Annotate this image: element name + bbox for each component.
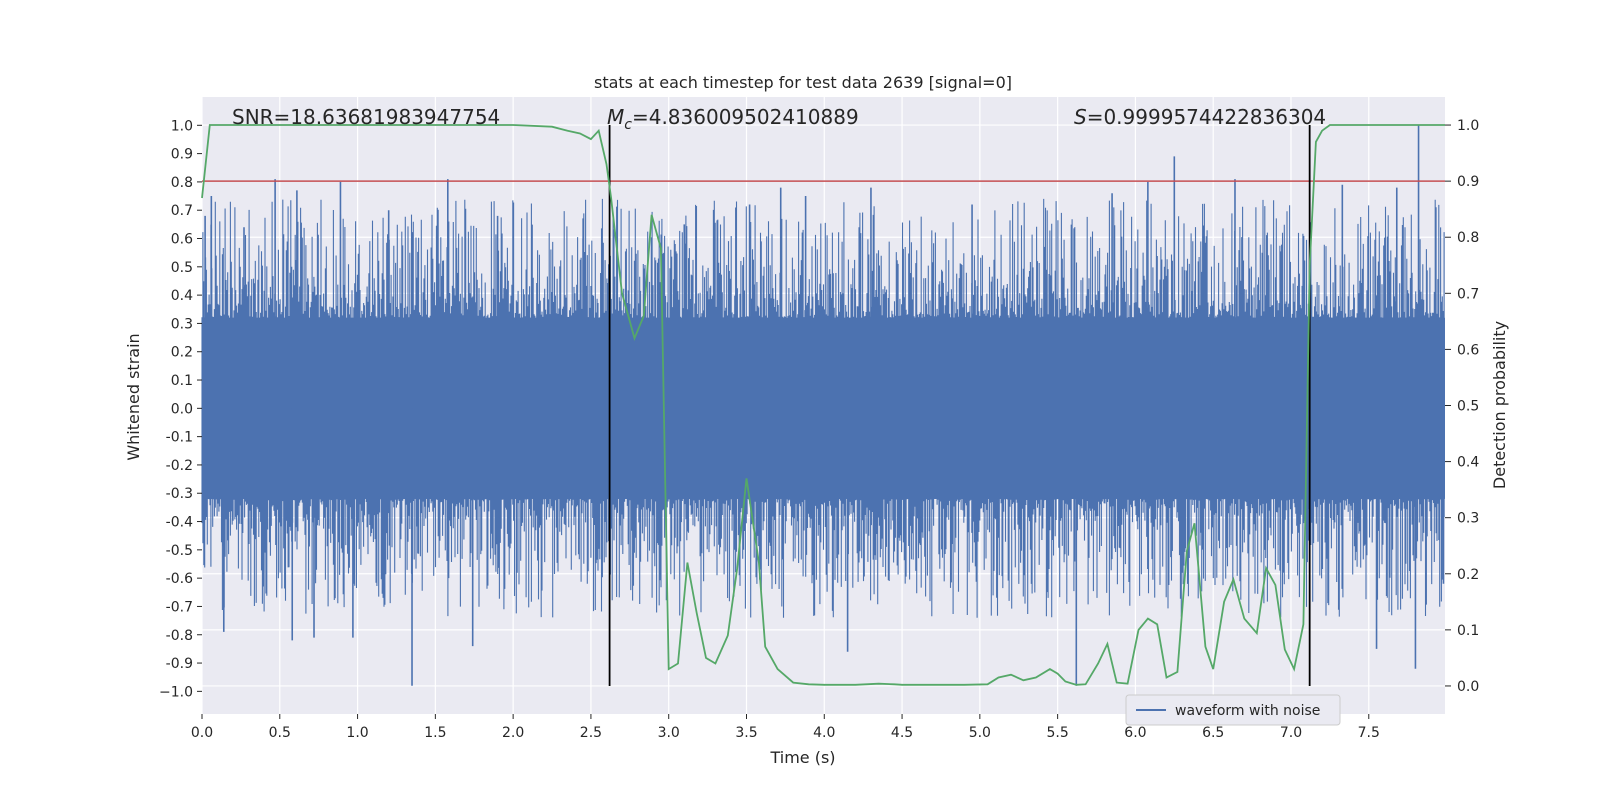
chart-title: stats at each timestep for test data 263…: [594, 73, 1012, 92]
s-symbol: S: [1074, 105, 1087, 129]
x-tick-label: 0.0: [191, 725, 213, 741]
y-tick-label: 0.2: [171, 345, 193, 361]
y-tick-label: -0.9: [166, 656, 193, 672]
right-y-axis-label: Detection probability: [1490, 321, 1509, 489]
y-tick-label: 0.0: [171, 401, 193, 417]
x-tick-label: 5.0: [969, 725, 991, 741]
right-y-axis-ticks: 1.0 0.9 0.8 0.7 0.6 0.5 0.4 0.3 0.2 0.1 0.0: [1445, 118, 1479, 695]
x-tick-label: 0.5: [269, 725, 291, 741]
x-tick-label: 6.0: [1124, 725, 1146, 741]
right-y-tick-label: 0.6: [1457, 342, 1479, 358]
x-tick-label: 3.5: [735, 725, 757, 741]
y-tick-label: 0.3: [171, 316, 193, 332]
right-y-tick-label: 0.4: [1457, 455, 1479, 471]
y-axis-ticks: 1.0 0.9 0.8 0.7 0.6 0.5 0.4 0.3 0.2 0.1 0.0 -0.1 -0.…: [159, 118, 202, 700]
s-annotation: S=0.9999574422836304: [1074, 105, 1326, 129]
right-y-tick-label: 1.0: [1457, 118, 1479, 134]
y-tick-label: 0.8: [171, 175, 193, 191]
x-tick-label: 7.5: [1358, 725, 1380, 741]
y-tick-label: 0.6: [171, 232, 193, 248]
snr-annotation: SNR=18.63681983947754: [232, 105, 500, 129]
y-tick-label: -0.5: [166, 543, 193, 559]
right-y-tick-label: 0.3: [1457, 511, 1479, 527]
marker-lines: [608, 125, 1311, 686]
x-tick-label: 1.5: [424, 725, 446, 741]
y-tick-label: 0.4: [171, 288, 193, 304]
right-y-tick-label: 0.8: [1457, 230, 1479, 246]
x-tick-label: 5.5: [1046, 725, 1068, 741]
detection-probability-line: [201, 124, 1445, 686]
right-y-tick-label: 0.2: [1457, 567, 1479, 583]
chirp-mass-symbol: M: [607, 105, 624, 129]
s-value: =0.9999574422836304: [1087, 105, 1326, 129]
y-tick-label: -0.7: [166, 599, 193, 615]
legend-label: waveform with noise: [1175, 703, 1320, 719]
y-tick-label: -0.2: [166, 458, 193, 474]
y-tick-label: -0.6: [166, 571, 193, 587]
right-y-tick-label: 0.9: [1457, 174, 1479, 190]
y-tick-label: -0.3: [166, 486, 193, 502]
x-axis-ticks: 0.0 0.5 1.0 1.5 2.0 2.5 3.0 3.5 4.0 4.5 5.0 5.5 6.0 6…: [191, 714, 1380, 741]
y-tick-label: 0.9: [171, 147, 193, 163]
y-axis-label: Whitened strain: [124, 333, 143, 460]
x-tick-label: 2.0: [502, 725, 524, 741]
legend: waveform with noise: [1125, 694, 1341, 726]
y-tick-label: -0.8: [166, 628, 193, 644]
legend-box: [1125, 694, 1341, 726]
x-tick-label: 1.0: [346, 725, 368, 741]
y-tick-label: 0.5: [171, 260, 193, 276]
waveform-with-noise-series: [201, 125, 1445, 686]
right-y-tick-label: 0.5: [1457, 399, 1479, 415]
y-tick-label: 0.1: [171, 373, 193, 389]
x-axis-label: Time (s): [769, 748, 835, 767]
y-tick-label: 1.0: [171, 118, 193, 134]
right-y-tick-label: 0.7: [1457, 286, 1479, 302]
x-tick-label: 7.0: [1280, 725, 1302, 741]
y-tick-label: 0.7: [171, 203, 193, 219]
right-y-tick-label: 0.1: [1457, 623, 1479, 639]
x-tick-label: 3.0: [658, 725, 680, 741]
chirp-mass-value: =4.836009502410889: [632, 105, 859, 129]
right-y-tick-label: 0.0: [1457, 679, 1479, 695]
chirp-mass-subscript: c: [624, 117, 632, 133]
x-tick-label: 4.5: [891, 725, 913, 741]
chirp-mass-annotation: Mc=4.836009502410889: [607, 105, 859, 133]
x-tick-label: 4.0: [813, 725, 835, 741]
y-tick-label: −1.0: [159, 684, 193, 700]
x-tick-label: 2.5: [580, 725, 602, 741]
y-tick-label: -0.4: [166, 515, 193, 531]
y-tick-label: -0.1: [166, 430, 193, 446]
x-tick-label: 6.5: [1202, 725, 1224, 741]
